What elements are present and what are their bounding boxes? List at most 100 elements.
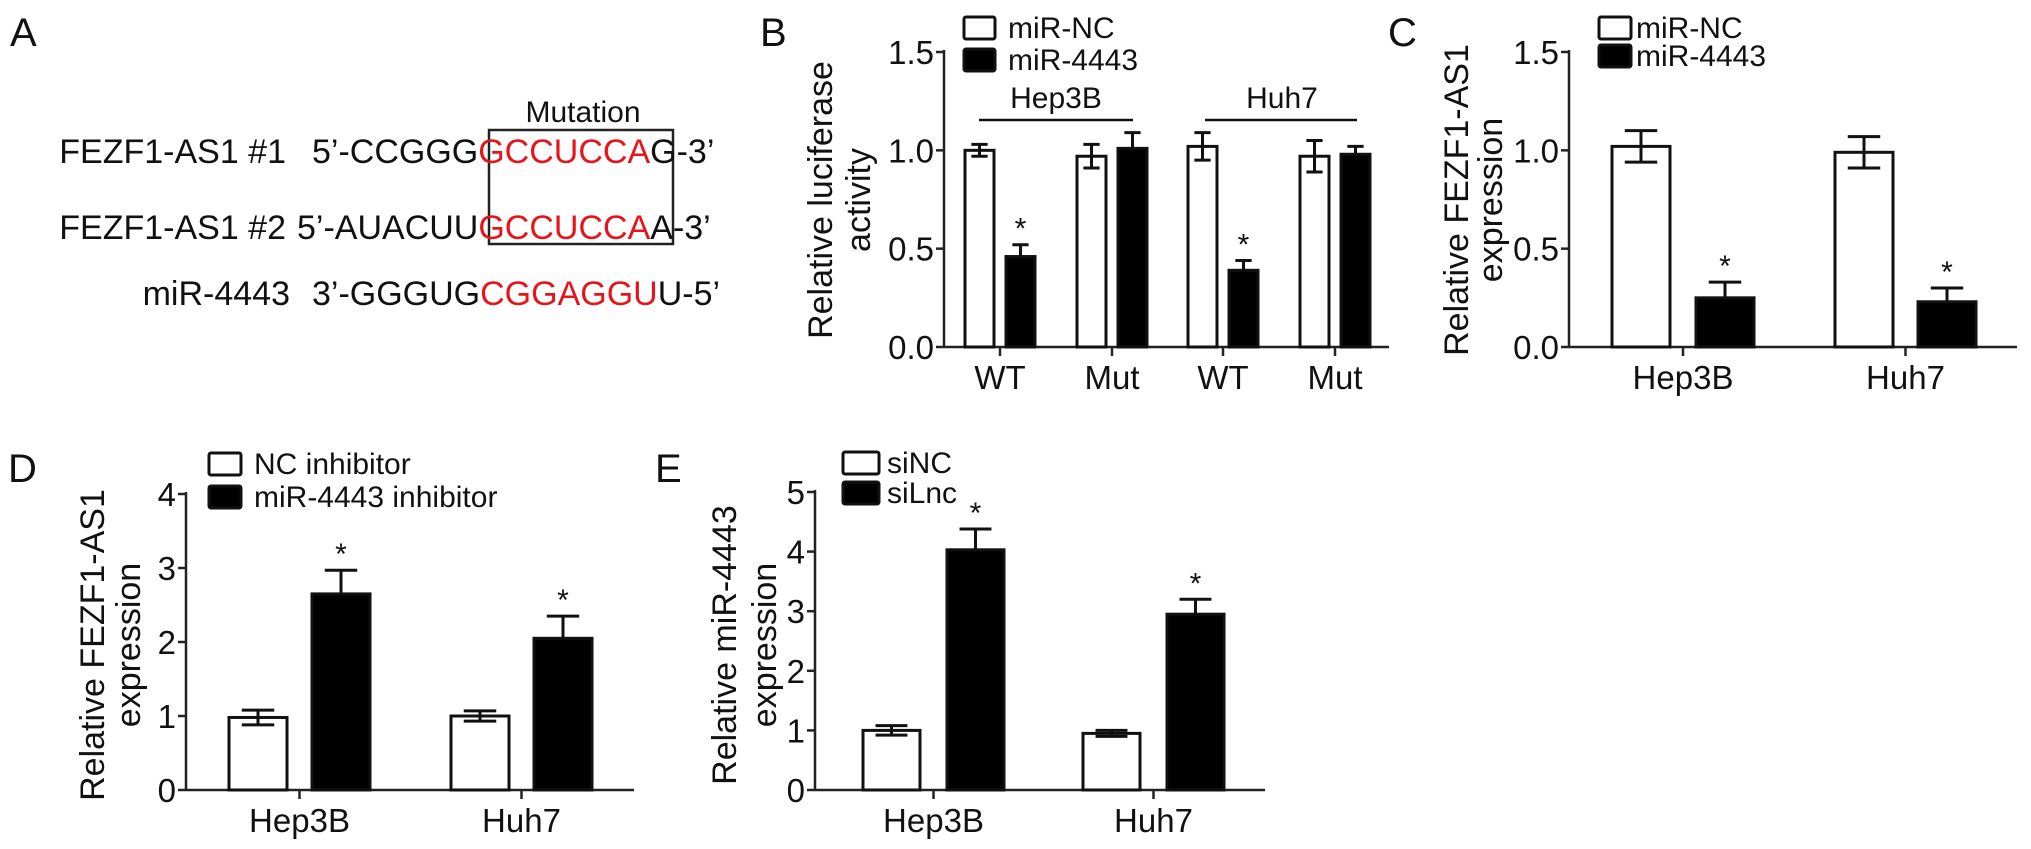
legend-swatch xyxy=(1597,43,1633,69)
y-axis-label: Relative FEZF1-AS1 xyxy=(1438,44,1476,356)
sequence-row: 5’-CCGGGGCCUCCAG-3’ xyxy=(312,133,714,171)
legend-swatch xyxy=(207,451,243,477)
significance-marker: * xyxy=(1238,228,1250,261)
y-tick-label: 1.0 xyxy=(1513,132,1559,169)
significance-marker: * xyxy=(1941,256,1953,289)
group-label: Hep3B xyxy=(1010,82,1102,115)
bar xyxy=(1610,144,1672,349)
chart-panel-b: 0.0 0.5 1.0 1.5 Relative luciferase activity W… xyxy=(802,12,1389,396)
mutation-box xyxy=(487,128,675,246)
significance-marker: * xyxy=(1015,213,1027,246)
panel-letter-d: D xyxy=(8,447,37,491)
y-axis-label: expression xyxy=(746,563,784,727)
x-tick-label: Huh7 xyxy=(1866,359,1945,396)
y-tick-label: 3 xyxy=(787,593,805,630)
y-tick-label: 0.0 xyxy=(888,329,934,366)
y-tick-label: 1.0 xyxy=(888,132,934,169)
y-tick-label: 0 xyxy=(787,772,805,809)
y-axis-label: Relative luciferase xyxy=(802,61,840,339)
legend-label: siLnc xyxy=(887,477,957,510)
bar xyxy=(1833,150,1895,349)
y-tick-label: 1.5 xyxy=(888,34,934,71)
legend-label: miR-NC xyxy=(1636,12,1743,45)
y-tick-label: 4 xyxy=(158,476,176,513)
y-tick-label: 0.5 xyxy=(888,231,934,268)
mutation-label: Mutation xyxy=(525,96,640,129)
y-tick-label: 2 xyxy=(158,624,176,661)
bar xyxy=(1075,154,1108,349)
y-tick-label: 1 xyxy=(787,712,805,749)
sequence-row: 5’-AUACUUGCCUCCAA-3’ xyxy=(297,209,711,247)
bar xyxy=(1165,612,1226,792)
significance-marker: * xyxy=(970,497,982,530)
bar xyxy=(1694,296,1756,349)
x-tick-label: Hep3B xyxy=(249,802,350,839)
y-tick-label: 2 xyxy=(787,653,805,690)
bar xyxy=(963,148,996,349)
bar xyxy=(1227,268,1260,349)
bar xyxy=(1004,255,1037,349)
y-axis-label: Relative miR-4443 xyxy=(706,505,744,785)
sequence-row: 3’-GGGUGCGGAGGUU-5’ xyxy=(312,275,720,313)
legend-swatch xyxy=(1597,15,1633,41)
x-tick-label: WT xyxy=(1197,359,1248,396)
y-axis-label: expression xyxy=(1472,118,1510,282)
bar xyxy=(1339,152,1372,349)
y-tick-label: 4 xyxy=(787,534,805,571)
sequence-name: FEZF1-AS1 #2 xyxy=(59,209,286,247)
panel-a-sequence-alignment: Mutation FEZF1-AS1 #1 5’-CCGGGGCCUCCAG-3… xyxy=(59,96,720,313)
significance-marker: * xyxy=(335,538,347,571)
bar xyxy=(227,715,289,792)
significance-marker: * xyxy=(1190,567,1202,600)
x-tick-label: Mut xyxy=(1307,359,1362,396)
panel-letter-c: C xyxy=(1388,11,1417,55)
panel-letter-a: A xyxy=(10,11,37,55)
legend-swatch xyxy=(207,484,243,510)
legend-label: miR-4443 xyxy=(1008,44,1138,77)
panel-letter-b: B xyxy=(760,11,787,55)
x-tick-label: Hep3B xyxy=(1633,359,1734,396)
legend-swatch xyxy=(962,15,997,41)
bar xyxy=(449,714,511,792)
y-axis-label: activity xyxy=(840,148,878,252)
bar xyxy=(861,728,922,792)
bar xyxy=(1116,146,1149,349)
y-tick-label: 1.5 xyxy=(1513,34,1559,71)
bar xyxy=(310,592,372,792)
legend-swatch xyxy=(841,450,881,476)
bar xyxy=(1081,731,1142,792)
chart-panel-c: 0.0 0.5 1.0 1.5 Relative FEZF1-AS1expression… xyxy=(1438,12,2017,396)
legend-label: NC inhibitor xyxy=(254,448,411,481)
bar xyxy=(1298,154,1331,349)
y-tick-label: 0.0 xyxy=(1513,329,1559,366)
y-axis-label: expression xyxy=(110,563,148,727)
group-label: Huh7 xyxy=(1246,82,1318,115)
legend-label: siNC xyxy=(887,447,952,480)
panel-letter-e: E xyxy=(655,447,682,491)
legend-swatch xyxy=(962,47,997,73)
legend-swatch xyxy=(841,480,881,506)
legend-label: miR-4443 xyxy=(1636,40,1766,73)
y-tick-label: 5 xyxy=(787,474,805,511)
legend-label: miR-4443 inhibitor xyxy=(254,481,497,514)
x-tick-label: Mut xyxy=(1084,359,1139,396)
x-tick-label: Huh7 xyxy=(482,802,561,839)
bar xyxy=(1186,144,1219,349)
sequence-name: miR-4443 xyxy=(143,275,290,313)
y-tick-label: 0.5 xyxy=(1513,231,1559,268)
bar xyxy=(532,636,594,792)
chart-panel-e: 0 1 2 3 4 5 Relative miR-4443 expression Hep3B Hu… xyxy=(706,447,1265,839)
sequence-name: FEZF1-AS1 #1 xyxy=(59,133,286,171)
significance-marker: * xyxy=(1719,250,1731,283)
x-tick-label: Huh7 xyxy=(1114,802,1193,839)
y-tick-label: 3 xyxy=(158,550,176,587)
y-axis-label: Relative FEZF1-AS1 xyxy=(74,489,112,801)
y-tick-label: 1 xyxy=(158,698,176,735)
bar xyxy=(945,548,1006,792)
x-tick-label: WT xyxy=(974,359,1025,396)
legend-label: miR-NC xyxy=(1008,12,1115,45)
x-tick-label: Hep3B xyxy=(883,802,984,839)
y-tick-label: 0 xyxy=(158,772,176,809)
